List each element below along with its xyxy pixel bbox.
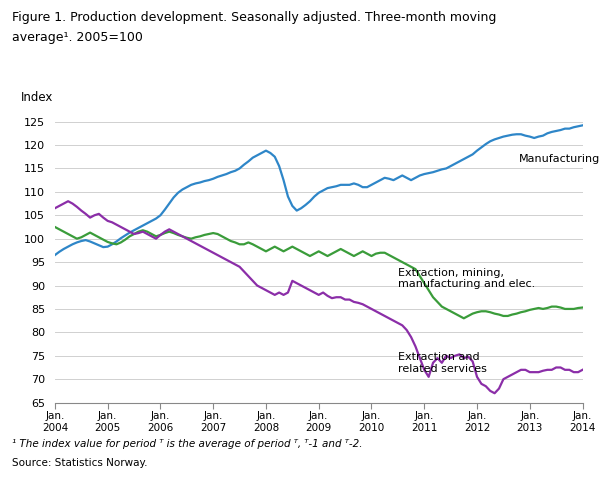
- Text: Index: Index: [21, 91, 53, 103]
- Text: Extraction, mining,
manufacturing and elec.: Extraction, mining, manufacturing and el…: [398, 268, 535, 289]
- Text: Figure 1. Production development. Seasonally adjusted. Three-month moving: Figure 1. Production development. Season…: [12, 11, 497, 24]
- Text: average¹. 2005=100: average¹. 2005=100: [12, 31, 143, 44]
- Text: Manufacturing: Manufacturing: [519, 154, 600, 164]
- Text: ¹ The index value for period ᵀ is the average of period ᵀ, ᵀ-1 and ᵀ-2.: ¹ The index value for period ᵀ is the av…: [12, 439, 363, 449]
- Text: Extraction and
related services: Extraction and related services: [398, 352, 487, 374]
- Text: Source: Statistics Norway.: Source: Statistics Norway.: [12, 458, 148, 468]
